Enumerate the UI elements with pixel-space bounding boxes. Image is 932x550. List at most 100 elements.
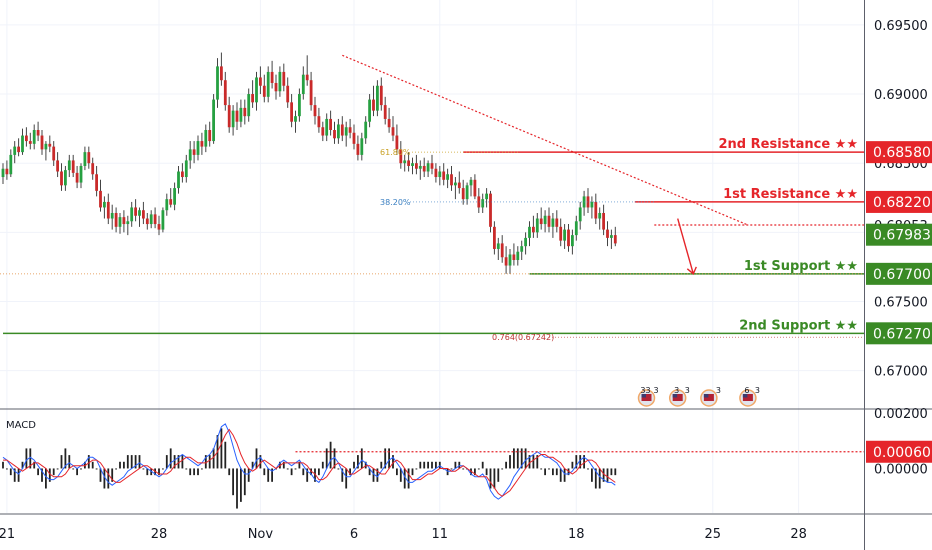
candle-up [118, 217, 122, 227]
macd-histogram-bar [251, 461, 254, 469]
macd-histogram-bar [259, 455, 262, 469]
candle-down [142, 210, 145, 219]
macd-histogram-bar [37, 468, 39, 476]
candle-down [489, 193, 492, 227]
level-label: 2nd Support ★★ [739, 318, 858, 333]
candle-up [610, 235, 613, 238]
macd-histogram-bar [224, 441, 227, 469]
macd-histogram-bar [329, 441, 332, 469]
candle-down [52, 146, 56, 161]
fib-label: 38.20% [380, 198, 411, 207]
event-flag-3[interactable]: 3 [700, 386, 721, 407]
candle-up [543, 215, 547, 225]
candle-down [181, 171, 184, 178]
us-flag-canton-icon [742, 394, 748, 398]
macd-tick-label: 0.00200 [874, 407, 928, 422]
macd-histogram-bar [474, 468, 476, 476]
macd-histogram-bar [357, 455, 359, 469]
candle-up [360, 138, 364, 155]
candle-down [383, 105, 387, 119]
candle-up [598, 212, 602, 219]
macd-histogram-bar [115, 468, 117, 470]
macd-histogram-bar [431, 461, 433, 469]
candle-down [17, 146, 20, 153]
level-price-tag: 0.67270 [873, 326, 931, 342]
candle-up [188, 149, 192, 161]
macd-histogram-bar [540, 468, 543, 470]
candle-down [387, 118, 391, 128]
level-price-tag-box [866, 141, 932, 164]
candle-up [165, 199, 169, 211]
candle-up [278, 71, 282, 92]
candle-up [465, 185, 469, 200]
time-tick-label: Nov [248, 527, 274, 542]
candle-down [223, 80, 227, 106]
macd-histogram-bar [376, 468, 379, 482]
us-flag-canton-icon [641, 394, 646, 398]
macd-histogram-bar [173, 455, 176, 469]
candle-up [551, 218, 555, 227]
macd-histogram-bar [2, 461, 4, 469]
macd-histogram-bar [228, 468, 231, 476]
candle-down [270, 71, 274, 83]
macd-histogram-bar [388, 448, 390, 469]
level-price-tag-box [866, 262, 932, 285]
event-count: 6 [744, 386, 749, 395]
candle-down [87, 152, 91, 164]
macd-histogram-bar [458, 461, 461, 469]
macd-histogram-bar [532, 455, 535, 469]
macd-histogram-bar [415, 468, 418, 470]
macd-histogram-bar [524, 448, 527, 469]
macd-histogram-bar [598, 468, 601, 489]
macd-histogram-bar [263, 468, 266, 476]
candle-down [594, 201, 598, 219]
candle-down [134, 207, 137, 216]
candle-up [520, 246, 524, 252]
macd-histogram-bar [485, 468, 488, 476]
macd-histogram-bar [345, 468, 348, 489]
macd-histogram-bar [314, 468, 316, 482]
candle-down [559, 226, 563, 241]
candle-down [122, 217, 126, 225]
macd-histogram-bar [575, 455, 578, 469]
candle-up [79, 165, 83, 183]
macd-histogram-bar [80, 468, 82, 470]
us-flag-canton-icon [703, 394, 709, 398]
macd-histogram-bar [583, 455, 585, 469]
candle-up [337, 124, 340, 139]
candle-up [239, 107, 243, 122]
candle-down [407, 160, 410, 166]
macd-histogram-bar [294, 468, 297, 470]
candle-up [149, 214, 153, 225]
us-flag-icon [742, 394, 753, 401]
current-price-tag-box [866, 223, 932, 246]
macd-histogram-bar [520, 448, 523, 469]
candle-down [532, 226, 535, 233]
candle-up [1, 168, 5, 178]
macd-histogram-bar [559, 468, 562, 482]
candle-up [44, 143, 48, 150]
macd-histogram-bar [220, 428, 223, 469]
macd-histogram-bar [48, 468, 51, 482]
candle-down [539, 218, 543, 225]
macd-histogram-bar [255, 448, 258, 469]
event-number: 3 [685, 386, 690, 395]
macd-histogram-bar [450, 468, 453, 470]
event-flag-1[interactable]: 33 3 [637, 386, 659, 407]
candle-down [372, 99, 375, 111]
macd-histogram-bar [41, 468, 43, 482]
candle-down [243, 107, 247, 117]
macd-histogram-bar [399, 468, 402, 482]
candle-down [450, 174, 453, 186]
candle-up [204, 130, 208, 147]
macd-histogram-bar [68, 455, 71, 469]
macd-histogram-bar [610, 468, 613, 476]
macd-histogram-bar [286, 468, 289, 470]
candle-up [524, 237, 527, 247]
macd-histogram-bar [337, 468, 340, 470]
candle-down [5, 168, 9, 175]
candle-down [48, 143, 52, 147]
